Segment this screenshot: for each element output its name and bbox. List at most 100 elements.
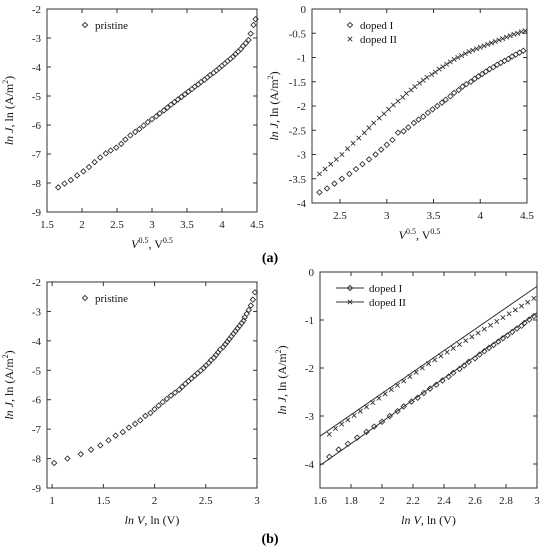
data-point [408,398,415,405]
x-tick-label: 3 [254,495,260,507]
data-point [386,412,393,420]
x-tick-label: 3.5 [180,219,194,231]
y-tick-label: -3 [305,411,315,423]
data-point [159,398,166,406]
data-point [73,172,81,179]
data-point [420,77,426,83]
legend-label: doped I [369,283,403,295]
data-point [478,70,486,78]
data-point [488,40,494,46]
x-tick-label: 1.5 [40,219,54,231]
x-axis-label: V0.5, V0.5 [399,227,441,242]
data-point [518,322,525,329]
data-point [151,405,158,413]
x-tick-label: 2.6 [468,495,482,507]
y-tick-label: -1.5 [289,77,307,89]
data-point [356,135,362,141]
data-point [221,60,229,67]
data-point [376,115,382,121]
data-point [350,140,356,146]
x-axis-label: ln V, ln (V) [401,513,456,527]
data-point [322,166,328,172]
data-point [470,47,476,53]
data-point [376,395,382,401]
data-point [371,120,377,126]
data-point [234,48,242,55]
legend-label: doped II [369,297,406,309]
data-point [518,29,524,35]
y-tick-label: -3.5 [289,174,307,186]
data-point [142,412,149,420]
data-point [346,170,353,178]
data-point [463,80,470,88]
data-point [515,30,521,36]
data-point [85,163,93,171]
data-point [440,64,446,70]
data-point [426,385,434,392]
y-tick-label: -4 [297,198,307,210]
data-point [530,312,538,320]
y-tick-label: -6 [32,395,42,407]
data-point [67,176,75,184]
data-point [394,382,401,388]
data-point [178,93,185,101]
data-point [383,141,391,149]
y-axis-label: ln J, ln (A/m2) [266,71,281,140]
data-point [442,96,449,103]
data-point [224,57,231,65]
x-tick-label: 1.5 [96,495,110,507]
legend-marker [346,284,354,292]
data-point [204,74,211,81]
data-point [136,125,143,133]
data-point [61,180,68,187]
data-point [520,47,527,54]
data-point [465,358,473,365]
x-tick-label: 2 [379,495,385,507]
data-point [400,127,407,135]
x-tick-label: 4.5 [250,219,264,231]
y-tick-label: -9 [32,207,42,219]
data-point [97,442,104,449]
data-point [416,80,423,86]
data-point [525,299,531,305]
data-point [487,322,494,328]
data-point [344,440,352,448]
data-point [171,389,179,396]
data-point [521,319,528,327]
series-doped-II [316,28,528,177]
data-point [474,46,480,52]
y-tick-label: -2.5 [289,125,307,137]
legend-label: pristine [95,293,128,305]
data-point [105,437,112,444]
data-point [366,125,372,131]
data-point [50,459,58,467]
data-point [144,118,152,126]
data-point [175,386,183,393]
x-tick-label: 4 [478,210,484,222]
data-point [476,351,483,358]
data-point [245,306,253,314]
data-point [251,289,259,296]
data-point [125,424,133,431]
data-point [174,96,182,103]
series-doped-I [316,47,527,196]
data-point [456,365,463,373]
x-tick-label: 3 [384,210,390,222]
data-point [339,421,345,427]
data-point [363,428,370,436]
y-tick-label: 0 [301,4,307,16]
y-tick-label: -9 [32,483,42,495]
data-point [436,66,442,72]
data-point [508,328,516,336]
x-tick-label: 2.2 [406,495,420,507]
data-point [507,33,513,39]
panel-label-b: (b) [261,532,278,547]
data-point [113,144,120,151]
data-point [117,140,125,148]
data-point [247,30,254,37]
data-point [371,423,378,430]
data-point [450,345,456,351]
data-point [496,37,502,43]
data-point [438,99,446,106]
data-point [471,355,479,362]
